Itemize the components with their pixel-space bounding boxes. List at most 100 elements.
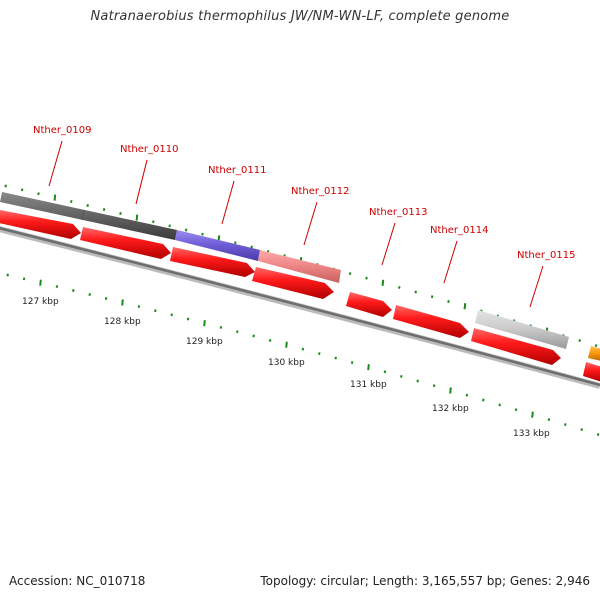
major-tick [463,303,467,310]
minor-tick [186,317,190,321]
cds-arrow [252,267,334,299]
feature-bar-pink [258,250,341,283]
major-tick [449,387,452,394]
gene-label-nther-0114: Nther_0114 [430,225,488,236]
minor-tick [236,330,239,334]
minor-tick [234,241,237,245]
minor-tick [432,384,436,388]
feature-separator [81,209,85,221]
leader-line [381,222,396,266]
minor-tick [88,293,91,296]
cds-arrow [170,247,255,277]
minor-tick [301,347,305,351]
minor-tick [365,276,368,280]
major-tick [135,214,139,221]
minor-tick [350,361,354,365]
lower-tick-marks [6,273,600,437]
kbp-label-130: 130 kbp [268,358,305,368]
feature-bar-dark [0,192,177,240]
gene-label-nther-0112: Nther_0112 [291,186,349,197]
leader-line [529,265,544,308]
kbp-label-128: 128 kbp [104,317,141,327]
minor-tick [137,305,141,309]
minor-tick [184,228,188,232]
minor-tick [201,232,204,236]
minor-tick [447,300,450,303]
leader-line [443,240,458,284]
minor-tick [465,393,469,397]
kbp-label-132: 132 kbp [432,404,469,414]
minor-tick [104,297,108,300]
major-tick [531,411,534,418]
cds-arrow [393,305,469,338]
minor-tick [268,338,272,342]
feature-bar-orange [588,346,600,361]
kbp-label-127: 127 kbp [22,297,59,307]
feature-bar-blue [175,230,260,261]
minor-tick [20,188,24,192]
kbp-label-133: 133 kbp [513,429,550,439]
minor-tick [6,273,9,277]
accession-text: Accession: NC_010718 [9,574,146,588]
gene-label-nther-0109: Nther_0109 [33,125,91,136]
genome-backbone-core [0,226,600,387]
minor-tick [334,356,337,360]
minor-tick [4,184,7,188]
minor-tick [414,290,417,294]
minor-tick [219,325,223,329]
kbp-label-131: 131 kbp [350,380,387,390]
major-tick [285,341,288,348]
minor-tick [170,313,173,317]
minor-tick [154,309,157,313]
major-tick [203,320,206,327]
gene-label-nther-0113: Nther_0113 [369,207,427,218]
kbp-label-129: 129 kbp [186,337,223,347]
gene-label-nther-0115: Nther_0115 [517,250,575,261]
major-tick [381,279,385,286]
minor-tick [252,334,255,338]
cds-track [0,210,600,382]
gene-leader-lines [48,140,544,308]
topology-length-genes-text: Topology: circular; Length: 3,165,557 bp… [260,574,590,588]
minor-tick [86,204,89,207]
major-tick [121,299,124,306]
minor-tick [482,398,485,402]
major-tick [53,194,57,201]
feature-bar-light [475,310,569,349]
minor-tick [498,403,501,407]
feature-band [0,192,600,361]
minor-tick [514,408,518,412]
minor-tick [564,423,567,427]
leader-line [303,201,318,246]
kbp-labels: 127 kbp 128 kbp 129 kbp 130 kbp 131 kbp … [22,297,550,439]
minor-tick [383,370,387,374]
minor-tick [348,272,352,276]
upper-tick-marks [4,184,598,348]
minor-tick [578,339,581,343]
minor-tick [119,212,122,215]
leader-line [135,159,148,205]
minor-tick [547,418,551,422]
minor-tick [22,277,26,281]
leader-line [48,140,63,187]
leader-line [221,180,235,225]
minor-tick [398,285,401,289]
minor-tick [152,220,155,224]
cds-arrow [80,227,171,259]
minor-tick [318,352,321,356]
minor-tick [430,295,434,299]
cds-arrow [471,328,561,365]
major-tick [367,364,370,371]
major-tick [39,279,42,286]
cds-arrow [346,292,392,317]
minor-tick [580,428,583,432]
minor-tick [168,224,171,228]
gene-label-nther-0110: Nther_0110 [120,144,178,155]
minor-tick [250,245,253,249]
minor-tick [416,379,419,383]
gene-labels: Nther_0109 Nther_0110 Nther_0111 Nther_0… [33,125,575,261]
minor-tick [70,200,73,203]
minor-tick [594,344,598,348]
minor-tick [102,208,106,211]
